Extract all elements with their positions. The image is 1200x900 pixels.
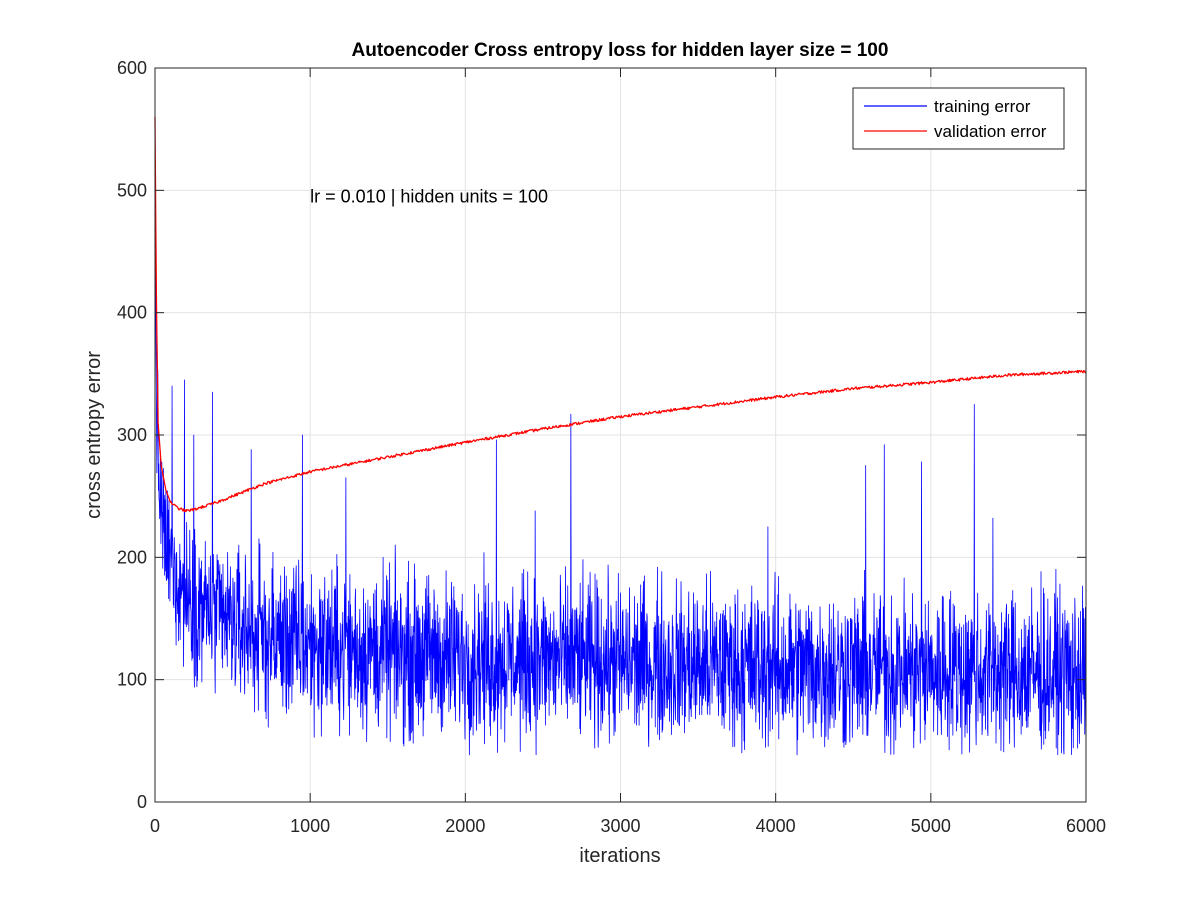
- chart-title: Autoencoder Cross entropy loss for hidde…: [352, 40, 889, 61]
- x-tick-label: 6000: [1066, 816, 1106, 836]
- y-tick-label: 600: [117, 58, 147, 78]
- legend-box: [852, 87, 1065, 150]
- tick-labels: 0 1000 2000 3000 4000 5000 6000 0 100 200 300 400 50…: [117, 58, 1106, 836]
- x-tick-label: 4000: [756, 816, 796, 836]
- ticks: [154, 67, 1087, 803]
- annotation-text: lr = 0.010 | hidden units = 100: [310, 186, 548, 206]
- y-tick-label: 200: [117, 547, 147, 567]
- x-tick-label: 1000: [290, 816, 330, 836]
- training-error-line: [154, 132, 1087, 756]
- x-tick-label: 0: [150, 816, 160, 836]
- y-tick-label: 100: [117, 670, 147, 690]
- x-tick-label: 5000: [911, 816, 951, 836]
- validation-error-line: [154, 116, 1087, 513]
- x-tick-label: 3000: [600, 816, 640, 836]
- y-axis-label: cross entropy error: [83, 351, 105, 519]
- legend-label-validation: validation error: [934, 122, 1047, 141]
- legend-label-training: training error: [934, 97, 1031, 116]
- x-axis-label: iterations: [579, 845, 660, 867]
- y-tick-label: 0: [137, 792, 147, 812]
- x-tick-label: 2000: [445, 816, 485, 836]
- legend: training error validation error: [852, 87, 1065, 150]
- series-layer: [154, 116, 1087, 756]
- y-tick-label: 400: [117, 303, 147, 323]
- y-tick-label: 300: [117, 425, 147, 445]
- y-tick-label: 500: [117, 180, 147, 200]
